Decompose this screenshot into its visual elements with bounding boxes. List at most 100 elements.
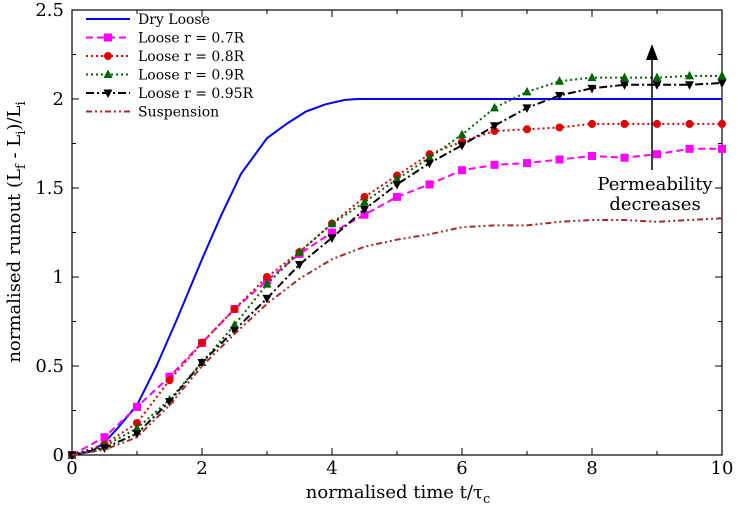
data-point [457,129,467,139]
data-point [588,119,596,128]
data-point [587,72,597,82]
y-axis-label-part1: normalised runout (L [4,169,25,363]
data-point [620,72,629,82]
legend-item-suspension: Suspension [86,105,219,121]
data-point [425,152,434,162]
x-tick-label: 8 [586,458,597,479]
data-point [718,144,726,153]
data-point [133,402,141,411]
series-line-loose-r-0-8r [71,122,722,456]
data-point [555,91,564,101]
y-tick-label: 1 [53,267,64,288]
legend-item-loose-r-0-9r: Loose r = 0.9R [86,68,245,84]
annotation-line2: decreases [609,194,700,215]
annotation-line1: Permeability [597,174,713,195]
legend-marker [104,33,112,42]
legend-item-loose-r-0-7r: Loose r = 0.7R [86,31,245,47]
data-point [425,159,434,169]
legend-label: Dry Loose [138,12,210,28]
legend-marker [104,52,112,60]
data-point [165,376,174,385]
data-point [653,119,661,128]
legend-item-loose-r-0-8r: Loose r = 0.8R [86,49,245,65]
data-point [490,127,499,136]
data-point [457,141,467,151]
data-point [458,166,466,175]
data-point [392,180,402,190]
data-point [522,86,532,96]
data-point [588,151,596,160]
legend-label: Loose r = 0.7R [138,31,245,47]
data-point [653,150,661,159]
data-point [198,338,206,347]
data-point [263,273,271,281]
data-point [360,205,369,215]
series-loose-r-0-95r [67,79,727,460]
data-point [555,76,564,85]
data-point [133,418,141,427]
x-axis-label: normalised time t/τc [306,482,490,506]
series-line-dry-loose [71,98,722,456]
data-point [230,326,239,336]
series-line-loose-r-0-7r [71,147,722,456]
data-point [393,192,401,201]
x-tick-label: 4 [326,458,337,479]
data-point [717,79,727,88]
data-point [620,81,629,90]
data-point [587,84,597,94]
series-line-suspension [71,217,723,456]
annotation-arrow-head [646,44,658,60]
data-point [295,261,304,270]
data-point [620,153,629,162]
series-lines [67,70,727,460]
data-point [685,81,694,90]
legend-marker [103,89,113,98]
legend-item-dry-loose: Dry Loose [86,12,210,28]
y-tick-label: 2.5 [35,0,64,21]
y-axis-label-sub2: i [14,131,29,135]
legend-label: Loose r = 0.8R [138,49,245,65]
legend-item-loose-r-0-95r: Loose r = 0.95R [86,86,254,102]
x-tick-label: 6 [456,458,467,479]
data-point [490,102,499,112]
data-point [230,320,239,329]
y-axis-label-part2: - L [4,135,25,165]
legend-label: Loose r = 0.9R [138,68,245,84]
data-point [132,423,142,432]
data-point [425,180,434,189]
data-point [360,192,369,201]
data-point [685,70,694,80]
data-point [262,294,272,304]
y-tick-label: 2 [53,89,64,110]
data-point [490,160,499,169]
x-axis-label-sub: c [483,492,490,506]
series-line-loose-r-0-95r [71,82,723,456]
data-point [262,279,272,288]
data-point [523,125,531,134]
data-point [328,228,336,237]
data-point [100,433,109,442]
series-dry-loose [71,98,722,456]
data-point [327,234,337,243]
data-point [295,247,304,256]
legend: Dry Loose Loose r = 0.7R Loose r = 0.8R Loo… [86,12,254,121]
y-tick-label: 0.5 [35,356,64,377]
series-suspension [71,217,723,456]
data-point [165,398,174,407]
data-point [555,123,564,132]
data-point [132,430,142,439]
data-point [685,119,694,128]
data-point [717,70,727,80]
y-axis-label-sub1: f [14,163,29,169]
data-point [718,119,726,128]
y-axis-label: normalised runout (Lf - Li)/Li [4,101,29,362]
data-point [652,81,662,90]
legend-label: Loose r = 0.95R [138,86,254,102]
data-point [652,72,662,82]
data-point [360,197,369,206]
x-tick-label: 2 [196,458,207,479]
data-point [230,305,239,314]
data-point [523,159,531,168]
permeability-annotation: Permeability decreases [597,44,713,215]
